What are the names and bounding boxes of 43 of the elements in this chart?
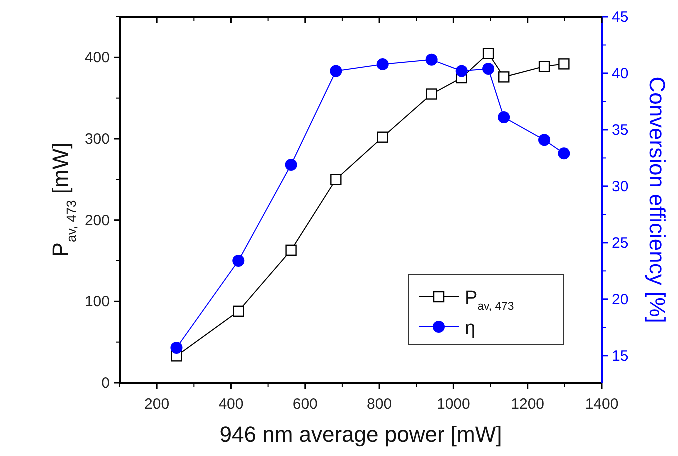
y2-tick-label: 25 bbox=[612, 234, 629, 252]
point bbox=[498, 112, 510, 124]
y-tick-label: 300 bbox=[84, 131, 110, 148]
point bbox=[285, 158, 298, 171]
point bbox=[330, 65, 342, 78]
y2-tick-label: 35 bbox=[612, 122, 629, 139]
point bbox=[377, 132, 388, 143]
legend-label: P$_{av, 473}$ bbox=[465, 288, 514, 313]
point bbox=[482, 62, 495, 75]
y2-tick-label: 20 bbox=[612, 291, 629, 308]
y2-tick-label: 30 bbox=[612, 178, 629, 196]
x-tick-label: 400 bbox=[218, 396, 244, 413]
point bbox=[558, 58, 570, 70]
point bbox=[456, 65, 468, 78]
point bbox=[426, 88, 438, 100]
point bbox=[170, 342, 183, 354]
point bbox=[558, 148, 570, 160]
x-tick-label: 600 bbox=[292, 396, 318, 413]
x-tick-label: 1400 bbox=[585, 396, 619, 413]
x-tick-label: 800 bbox=[367, 396, 392, 413]
point bbox=[376, 58, 389, 70]
point bbox=[232, 255, 245, 267]
x-axis-title: 946 nm average power [mW] bbox=[220, 422, 502, 447]
point bbox=[482, 48, 494, 60]
y2-tick-label: 40 bbox=[612, 65, 629, 82]
x-tick-label: 1000 bbox=[437, 396, 470, 413]
x-tick-label: 200 bbox=[144, 396, 170, 413]
point bbox=[330, 174, 342, 186]
y2-tick-label: 45 bbox=[612, 9, 629, 26]
point bbox=[538, 134, 551, 146]
point bbox=[426, 54, 438, 66]
y-tick-label: 400 bbox=[84, 50, 110, 67]
y2-axis-title: Conversion efficiency [%] bbox=[645, 76, 670, 324]
y-tick-label: 100 bbox=[84, 294, 110, 311]
point bbox=[498, 72, 510, 83]
y-tick-label: 0 bbox=[102, 375, 110, 392]
point bbox=[233, 306, 244, 318]
y-tick-label: 200 bbox=[84, 212, 110, 230]
point bbox=[286, 244, 297, 256]
x-tick-label: 1200 bbox=[511, 396, 545, 413]
y2-tick-label: 15 bbox=[612, 348, 629, 365]
legend-label: η bbox=[465, 318, 476, 339]
point bbox=[538, 61, 550, 72]
